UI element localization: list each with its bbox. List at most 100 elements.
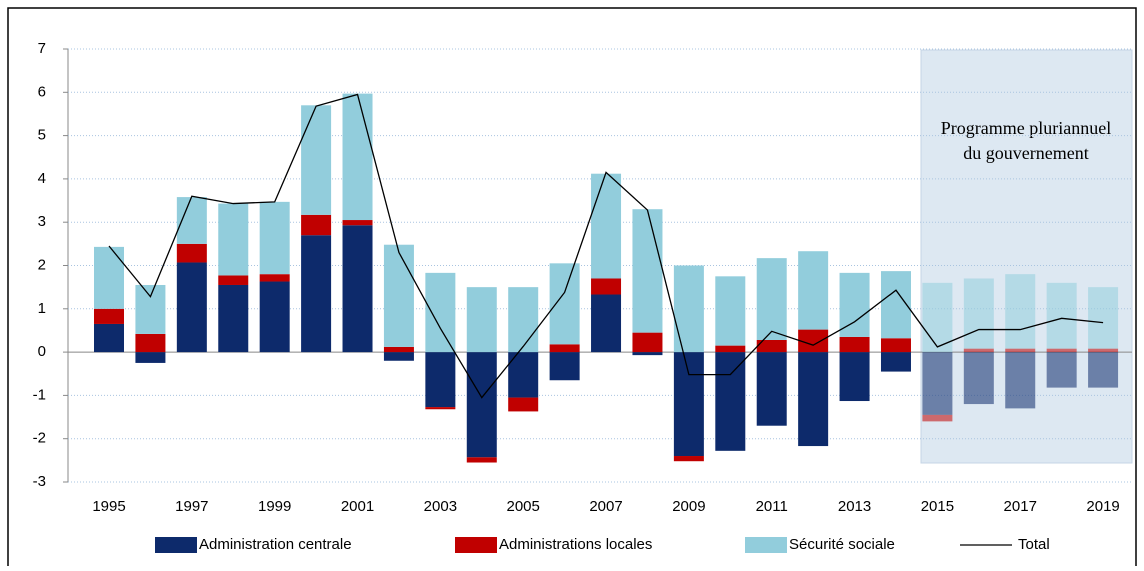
bar (508, 287, 539, 353)
legend-label: Administrations locales (499, 536, 652, 553)
y-tick-label: -1 (33, 386, 46, 403)
bar (218, 275, 249, 285)
legend-label: Total (1018, 536, 1050, 553)
bar (839, 352, 870, 402)
bar (798, 251, 829, 330)
x-tick-label: 2003 (424, 498, 457, 515)
x-tick-label: 2015 (921, 498, 954, 515)
bar (549, 352, 580, 381)
x-tick-label: 1995 (92, 498, 125, 515)
y-tick-label: 1 (38, 300, 46, 317)
bar (756, 258, 787, 340)
bar (1005, 348, 1036, 353)
bar (798, 352, 829, 447)
bar (963, 278, 994, 349)
bar (94, 323, 124, 353)
y-tick-label: 6 (38, 83, 46, 100)
bar (342, 93, 373, 221)
bar (963, 352, 994, 405)
x-tick-label: 2001 (341, 498, 374, 515)
bar (839, 336, 870, 353)
x-tick-label: 2013 (838, 498, 871, 515)
bar (1005, 274, 1036, 349)
bar (673, 456, 704, 462)
bar (383, 352, 414, 361)
x-tick-label: 2017 (1004, 498, 1037, 515)
bar (425, 407, 456, 410)
bar (176, 262, 207, 353)
bar (839, 272, 870, 337)
x-tick-label: 1999 (258, 498, 291, 515)
bar (591, 173, 622, 279)
bar (342, 225, 373, 353)
bar (466, 457, 497, 463)
y-tick-label: 3 (38, 213, 46, 230)
bar (301, 235, 332, 353)
x-tick-label: 1997 (175, 498, 208, 515)
legend-swatch (155, 537, 197, 553)
bar (259, 201, 290, 275)
bar (1088, 352, 1119, 388)
legend-swatch (745, 537, 787, 553)
x-tick-label: 2009 (672, 498, 705, 515)
annotation: Programme pluriannuel (941, 118, 1111, 138)
x-tick-label: 2005 (507, 498, 540, 515)
bar (94, 308, 124, 324)
bar (756, 339, 787, 353)
bar (591, 294, 622, 353)
bar (756, 352, 787, 426)
bar (549, 263, 580, 345)
bar (673, 265, 704, 353)
bar (922, 282, 953, 353)
x-tick-label: 2019 (1086, 498, 1119, 515)
bar (1046, 348, 1077, 353)
bar (1088, 348, 1119, 353)
bar (880, 338, 911, 353)
bar (425, 272, 456, 353)
bar (798, 329, 829, 353)
bar (632, 209, 663, 333)
bar (715, 352, 746, 451)
bar (259, 281, 290, 353)
bar (1046, 282, 1077, 349)
bar (466, 352, 497, 458)
bar (922, 414, 953, 422)
bar (342, 220, 373, 226)
x-tick-label: 2011 (756, 498, 788, 515)
bar (135, 352, 166, 363)
bar (880, 352, 911, 372)
bar (301, 105, 332, 215)
bar (218, 284, 249, 353)
bar (1005, 352, 1036, 409)
y-tick-label: 4 (38, 170, 46, 187)
y-tick-label: -3 (33, 473, 46, 490)
bar (591, 278, 622, 295)
bar (632, 332, 663, 353)
y-tick-label: 0 (38, 343, 46, 360)
x-tick-label: 2007 (589, 498, 622, 515)
bar (383, 244, 414, 347)
bar (715, 345, 746, 353)
bar (1046, 352, 1077, 388)
bar (508, 397, 539, 412)
bar (383, 346, 414, 353)
bar (922, 352, 953, 415)
legend-label: Sécurité sociale (789, 536, 895, 553)
bar (94, 246, 124, 309)
bar (135, 284, 166, 334)
legend-swatch (455, 537, 497, 553)
bar (176, 243, 207, 263)
bar (135, 333, 166, 353)
y-tick-label: 7 (38, 40, 46, 57)
y-tick-label: 5 (38, 127, 46, 144)
annotation: du gouvernement (963, 143, 1088, 163)
bar (549, 344, 580, 353)
bar (218, 203, 249, 276)
bar (963, 348, 994, 353)
bar (425, 352, 456, 408)
y-tick-label: -2 (33, 430, 46, 447)
y-tick-label: 2 (38, 256, 46, 273)
legend-label: Administration centrale (199, 536, 352, 553)
bar (673, 352, 704, 457)
bar (466, 287, 497, 353)
